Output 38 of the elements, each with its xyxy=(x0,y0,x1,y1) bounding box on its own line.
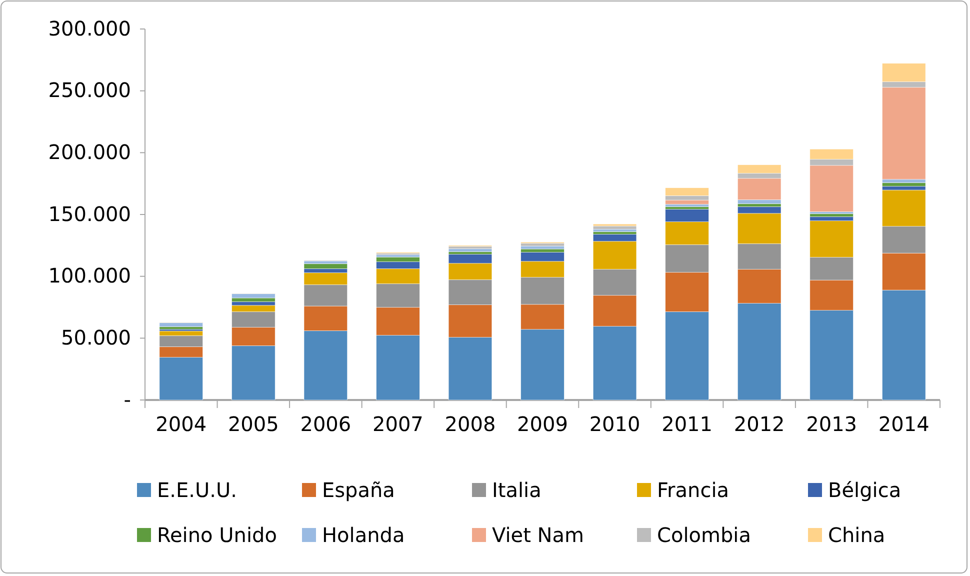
bar xyxy=(810,214,854,217)
y-tick-label: - xyxy=(124,387,131,412)
bar xyxy=(520,243,564,246)
bar xyxy=(304,264,348,269)
legend-label: Italia xyxy=(492,478,542,502)
x-tick-label: 2006 xyxy=(300,412,352,436)
legend-label: Bélgica xyxy=(828,478,902,502)
bar xyxy=(882,182,926,186)
x-tick-label: 2013 xyxy=(806,412,858,436)
x-tick-label: 2010 xyxy=(589,412,640,436)
legend-label: Holanda xyxy=(322,523,405,547)
legend-label: España xyxy=(322,478,395,502)
y-tick-label: 250.000 xyxy=(48,78,131,102)
x-tick-label: 2008 xyxy=(444,412,496,436)
legend-label: Colombia xyxy=(657,523,751,547)
y-tick-label: 100.000 xyxy=(48,264,131,288)
x-tick-label: 2007 xyxy=(372,412,424,436)
x-tick-label: 2009 xyxy=(517,412,568,436)
bar xyxy=(448,248,492,252)
x-tick-label: 2014 xyxy=(878,412,930,436)
x-tick-label: 2012 xyxy=(734,412,785,436)
legend-label: Francia xyxy=(657,478,730,502)
y-tick-label: 150.000 xyxy=(48,202,131,226)
x-tick-label: 2005 xyxy=(228,412,279,436)
bar xyxy=(520,246,564,250)
bar xyxy=(232,294,276,298)
legend-label: China xyxy=(828,523,886,547)
bar xyxy=(592,229,637,232)
bar xyxy=(665,204,709,207)
legend-label: Reino Unido xyxy=(157,523,277,547)
bar xyxy=(159,322,203,327)
legend-label: E.E.U.U. xyxy=(157,478,237,502)
y-tick-label: 200.000 xyxy=(48,140,131,164)
legend-label: Viet Nam xyxy=(492,523,584,547)
y-tick-label: 50.000 xyxy=(61,326,131,350)
x-tick-label: 2004 xyxy=(156,412,207,436)
y-tick-label: 300.000 xyxy=(48,16,131,40)
x-tick-label: 2011 xyxy=(662,412,712,436)
